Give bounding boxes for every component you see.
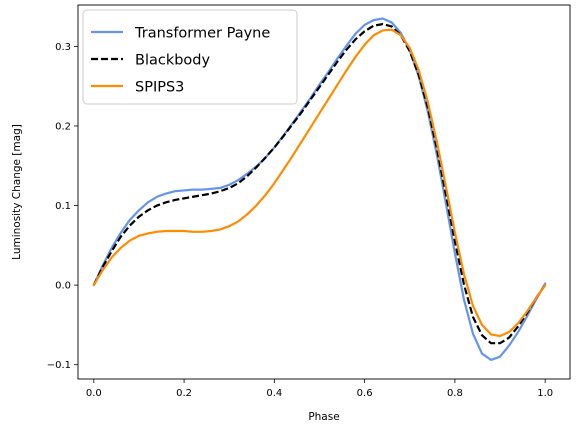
series-line-blackbody bbox=[92, 23, 547, 345]
y-axis-label: Luminosity Change [mag] bbox=[11, 124, 23, 260]
legend-box bbox=[82, 9, 298, 105]
series-line-transformer-payne bbox=[92, 17, 547, 361]
x-tick-label: 0.0 bbox=[86, 388, 102, 399]
x-axis-label: Phase bbox=[308, 411, 339, 423]
x-tick-label: 0.6 bbox=[357, 388, 373, 399]
x-tick-label: 1.0 bbox=[537, 388, 553, 399]
y-tick-label: −0.1 bbox=[47, 360, 71, 371]
legend: Transformer Payne Blackbody SPIPS3 bbox=[82, 9, 298, 105]
x-axis-ticks: 0.0 0.2 0.4 0.6 0.8 1.0 bbox=[86, 379, 553, 399]
y-tick-label: 0.0 bbox=[55, 281, 71, 292]
legend-label: Transformer Payne bbox=[134, 26, 270, 42]
legend-label: SPIPS3 bbox=[135, 80, 184, 96]
y-tick-label: 0.1 bbox=[55, 201, 71, 212]
y-tick-label: 0.3 bbox=[55, 42, 71, 53]
x-tick-label: 0.2 bbox=[176, 388, 192, 399]
y-tick-label: 0.2 bbox=[55, 121, 71, 132]
series-line-spips3 bbox=[92, 28, 547, 338]
axes-frame bbox=[77, 4, 571, 380]
series-layer bbox=[92, 17, 547, 361]
x-tick-label: 0.4 bbox=[266, 388, 282, 399]
x-tick-label: 0.8 bbox=[447, 388, 463, 399]
y-axis-ticks: −0.1 0.0 0.1 0.2 0.3 bbox=[47, 42, 78, 371]
legend-label: Blackbody bbox=[135, 53, 211, 69]
